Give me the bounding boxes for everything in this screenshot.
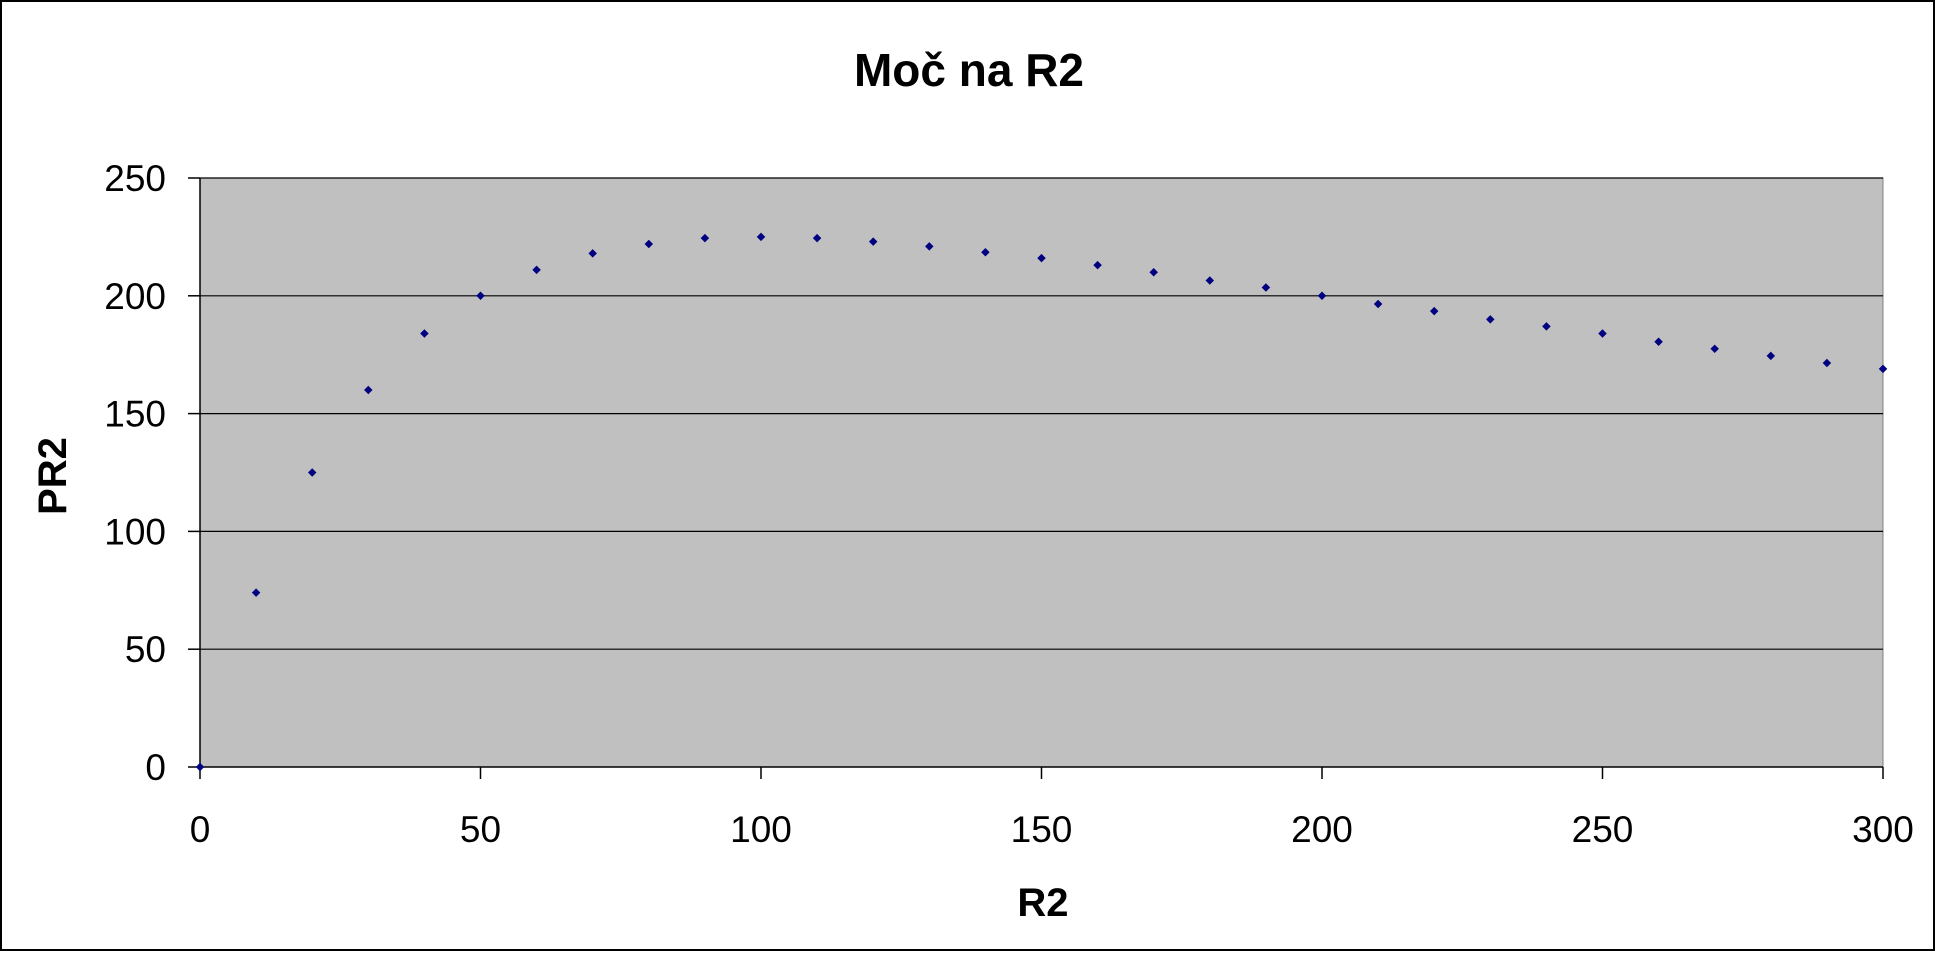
data-point	[1710, 344, 1719, 354]
x-tick-label: 100	[730, 809, 792, 850]
data-point	[1205, 276, 1215, 285]
x-tick-label: 200	[1291, 809, 1353, 850]
data-point	[1598, 329, 1607, 338]
data-point	[1486, 315, 1495, 324]
data-point	[532, 265, 541, 275]
data-point	[307, 468, 317, 477]
plot-area: 0 50 100 150 200 250 0 50 100 150 200 250 300	[104, 158, 1914, 850]
x-tick-label: 250	[1572, 809, 1634, 850]
data-point	[1149, 267, 1158, 277]
data-point	[1654, 337, 1663, 346]
y-tick-label: 200	[104, 276, 166, 317]
x-tick-label: 300	[1852, 809, 1914, 850]
y-axis-title: PR2	[31, 437, 75, 515]
data-point	[1822, 358, 1832, 368]
y-tick-label: 250	[104, 158, 166, 199]
data-point	[420, 329, 429, 338]
y-tick-label: 150	[104, 394, 166, 435]
data-point	[1542, 322, 1551, 331]
x-tick-label: 0	[190, 809, 211, 850]
chart-title: Moč na R2	[854, 44, 1084, 96]
y-tick-label: 50	[125, 629, 166, 670]
plot-background	[199, 177, 1884, 768]
data-point	[476, 291, 485, 301]
data-point	[1766, 351, 1776, 361]
data-point	[1261, 283, 1271, 292]
data-point	[1317, 291, 1327, 301]
data-point	[1373, 299, 1383, 309]
data-point	[1093, 260, 1102, 270]
data-point	[1429, 306, 1439, 316]
data-point	[364, 385, 373, 395]
y-tick-label: 100	[104, 511, 166, 552]
y-tick-label: 0	[145, 747, 166, 788]
x-axis-title: R2	[1017, 881, 1068, 925]
x-tick-label: 150	[1011, 809, 1073, 850]
data-point	[1878, 364, 1888, 374]
x-tick-label: 50	[460, 809, 501, 850]
